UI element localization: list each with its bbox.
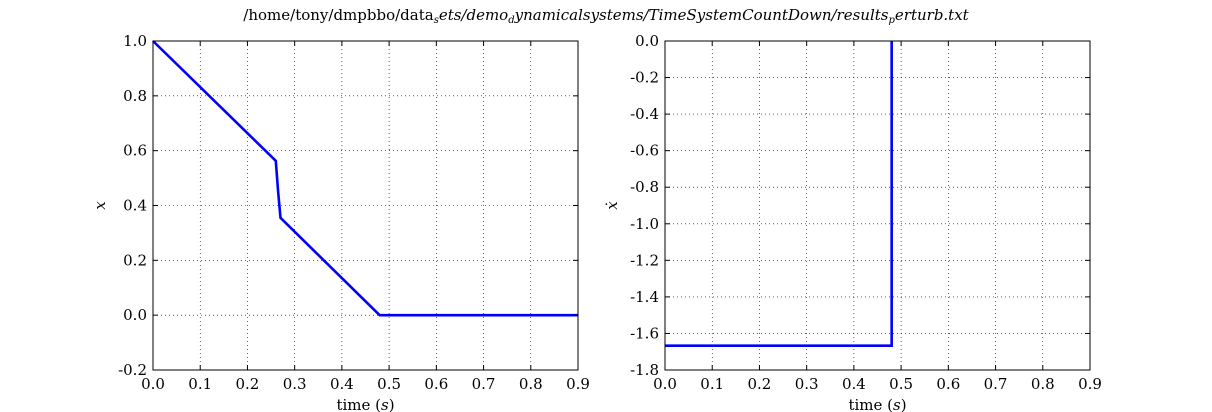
title-subscript-3: p: [888, 15, 895, 26]
title-middle: ets/demo: [438, 6, 509, 24]
series-line: [665, 41, 893, 347]
y-tick-label: -0.4: [630, 105, 659, 123]
x-tick-label: 0.7: [472, 375, 496, 393]
x-tick-label: 0.8: [1031, 375, 1055, 393]
x-axis-label-close: ): [901, 396, 907, 412]
x-tick-label: 0.6: [424, 375, 448, 393]
right-plot: 0.0 0.1 0.2 0.3 0.4 0.5 0.6 0.7 0.8 0.9 -1.8 -1.6 -1…: [603, 32, 1102, 412]
y-tick-label: 1.0: [123, 32, 147, 50]
x-tick-label: 0.3: [795, 375, 819, 393]
x-tick-label: 0.1: [188, 375, 212, 393]
x-tick-label: 0.4: [330, 375, 354, 393]
x-axis-label-text: time (: [336, 396, 381, 412]
y-tick-label: -1.2: [630, 251, 659, 269]
axes-frame: [664, 40, 1091, 371]
x-tick-label: 0.4: [842, 375, 866, 393]
y-tick-label: -0.2: [630, 69, 659, 87]
y-tick-label: -0.2: [118, 361, 147, 379]
x-tick-label: 0.2: [236, 375, 260, 393]
y-tick-label: 0.6: [123, 142, 147, 160]
y-axis-label: x: [91, 201, 109, 210]
title-subscript-2: d: [508, 15, 515, 26]
x-axis-label: time (s): [336, 396, 394, 412]
y-tick-label: 0.0: [635, 32, 659, 50]
x-axis-label-close: ): [389, 396, 395, 412]
x-tick-label: 0.9: [566, 375, 590, 393]
title-end: erturb.txt: [894, 6, 969, 24]
x-tick-label: 0.0: [141, 375, 165, 393]
x-tick-label: 0.5: [889, 375, 913, 393]
figure-title: /home/tony/dmpbbo/datasets/demodynamical…: [0, 6, 1212, 26]
y-tick-label: -1.6: [630, 324, 659, 342]
x-axis-label-text: time (: [848, 396, 893, 412]
title-suffix: ynamicalsystems/TimeSystemCountDown/resu…: [514, 6, 889, 24]
y-tick-label: 0.4: [123, 197, 147, 215]
x-tick-label: 0.1: [700, 375, 724, 393]
x-axis-label-math: s: [381, 396, 389, 412]
x-tick-label: 0.0: [653, 375, 677, 393]
x-tick-label: 0.5: [377, 375, 401, 393]
x-tick-label: 0.7: [984, 375, 1008, 393]
y-tick-label: -0.6: [630, 142, 659, 160]
y-tick-label: -1.0: [630, 215, 659, 233]
title-subscript-1: s: [433, 15, 439, 26]
series-line: [152, 40, 578, 317]
y-tick-label: -0.8: [630, 178, 659, 196]
x-tick-label: 0.3: [283, 375, 307, 393]
x-axis-label: time (s): [848, 396, 906, 412]
title-prefix: /home/tony/dmpbbo/data: [243, 6, 434, 24]
y-tick-label: -1.8: [630, 361, 659, 379]
y-tick-label: -1.4: [630, 288, 659, 306]
y-axis-label: ẋ: [603, 201, 621, 210]
x-tick-label: 0.8: [519, 375, 543, 393]
x-tick-label: 0.9: [1078, 375, 1102, 393]
y-tick-label: 0.0: [123, 306, 147, 324]
x-tick-label: 0.2: [748, 375, 772, 393]
x-axis-label-math: s: [893, 396, 901, 412]
left-plot: 0.0 0.1 0.2 0.3 0.4 0.5 0.6 0.7 0.8 0.9-0.20.00.2…: [91, 32, 590, 412]
x-tick-label: 0.6: [936, 375, 960, 393]
y-tick-label: 0.2: [123, 251, 147, 269]
y-tick-label: 0.8: [123, 87, 147, 105]
